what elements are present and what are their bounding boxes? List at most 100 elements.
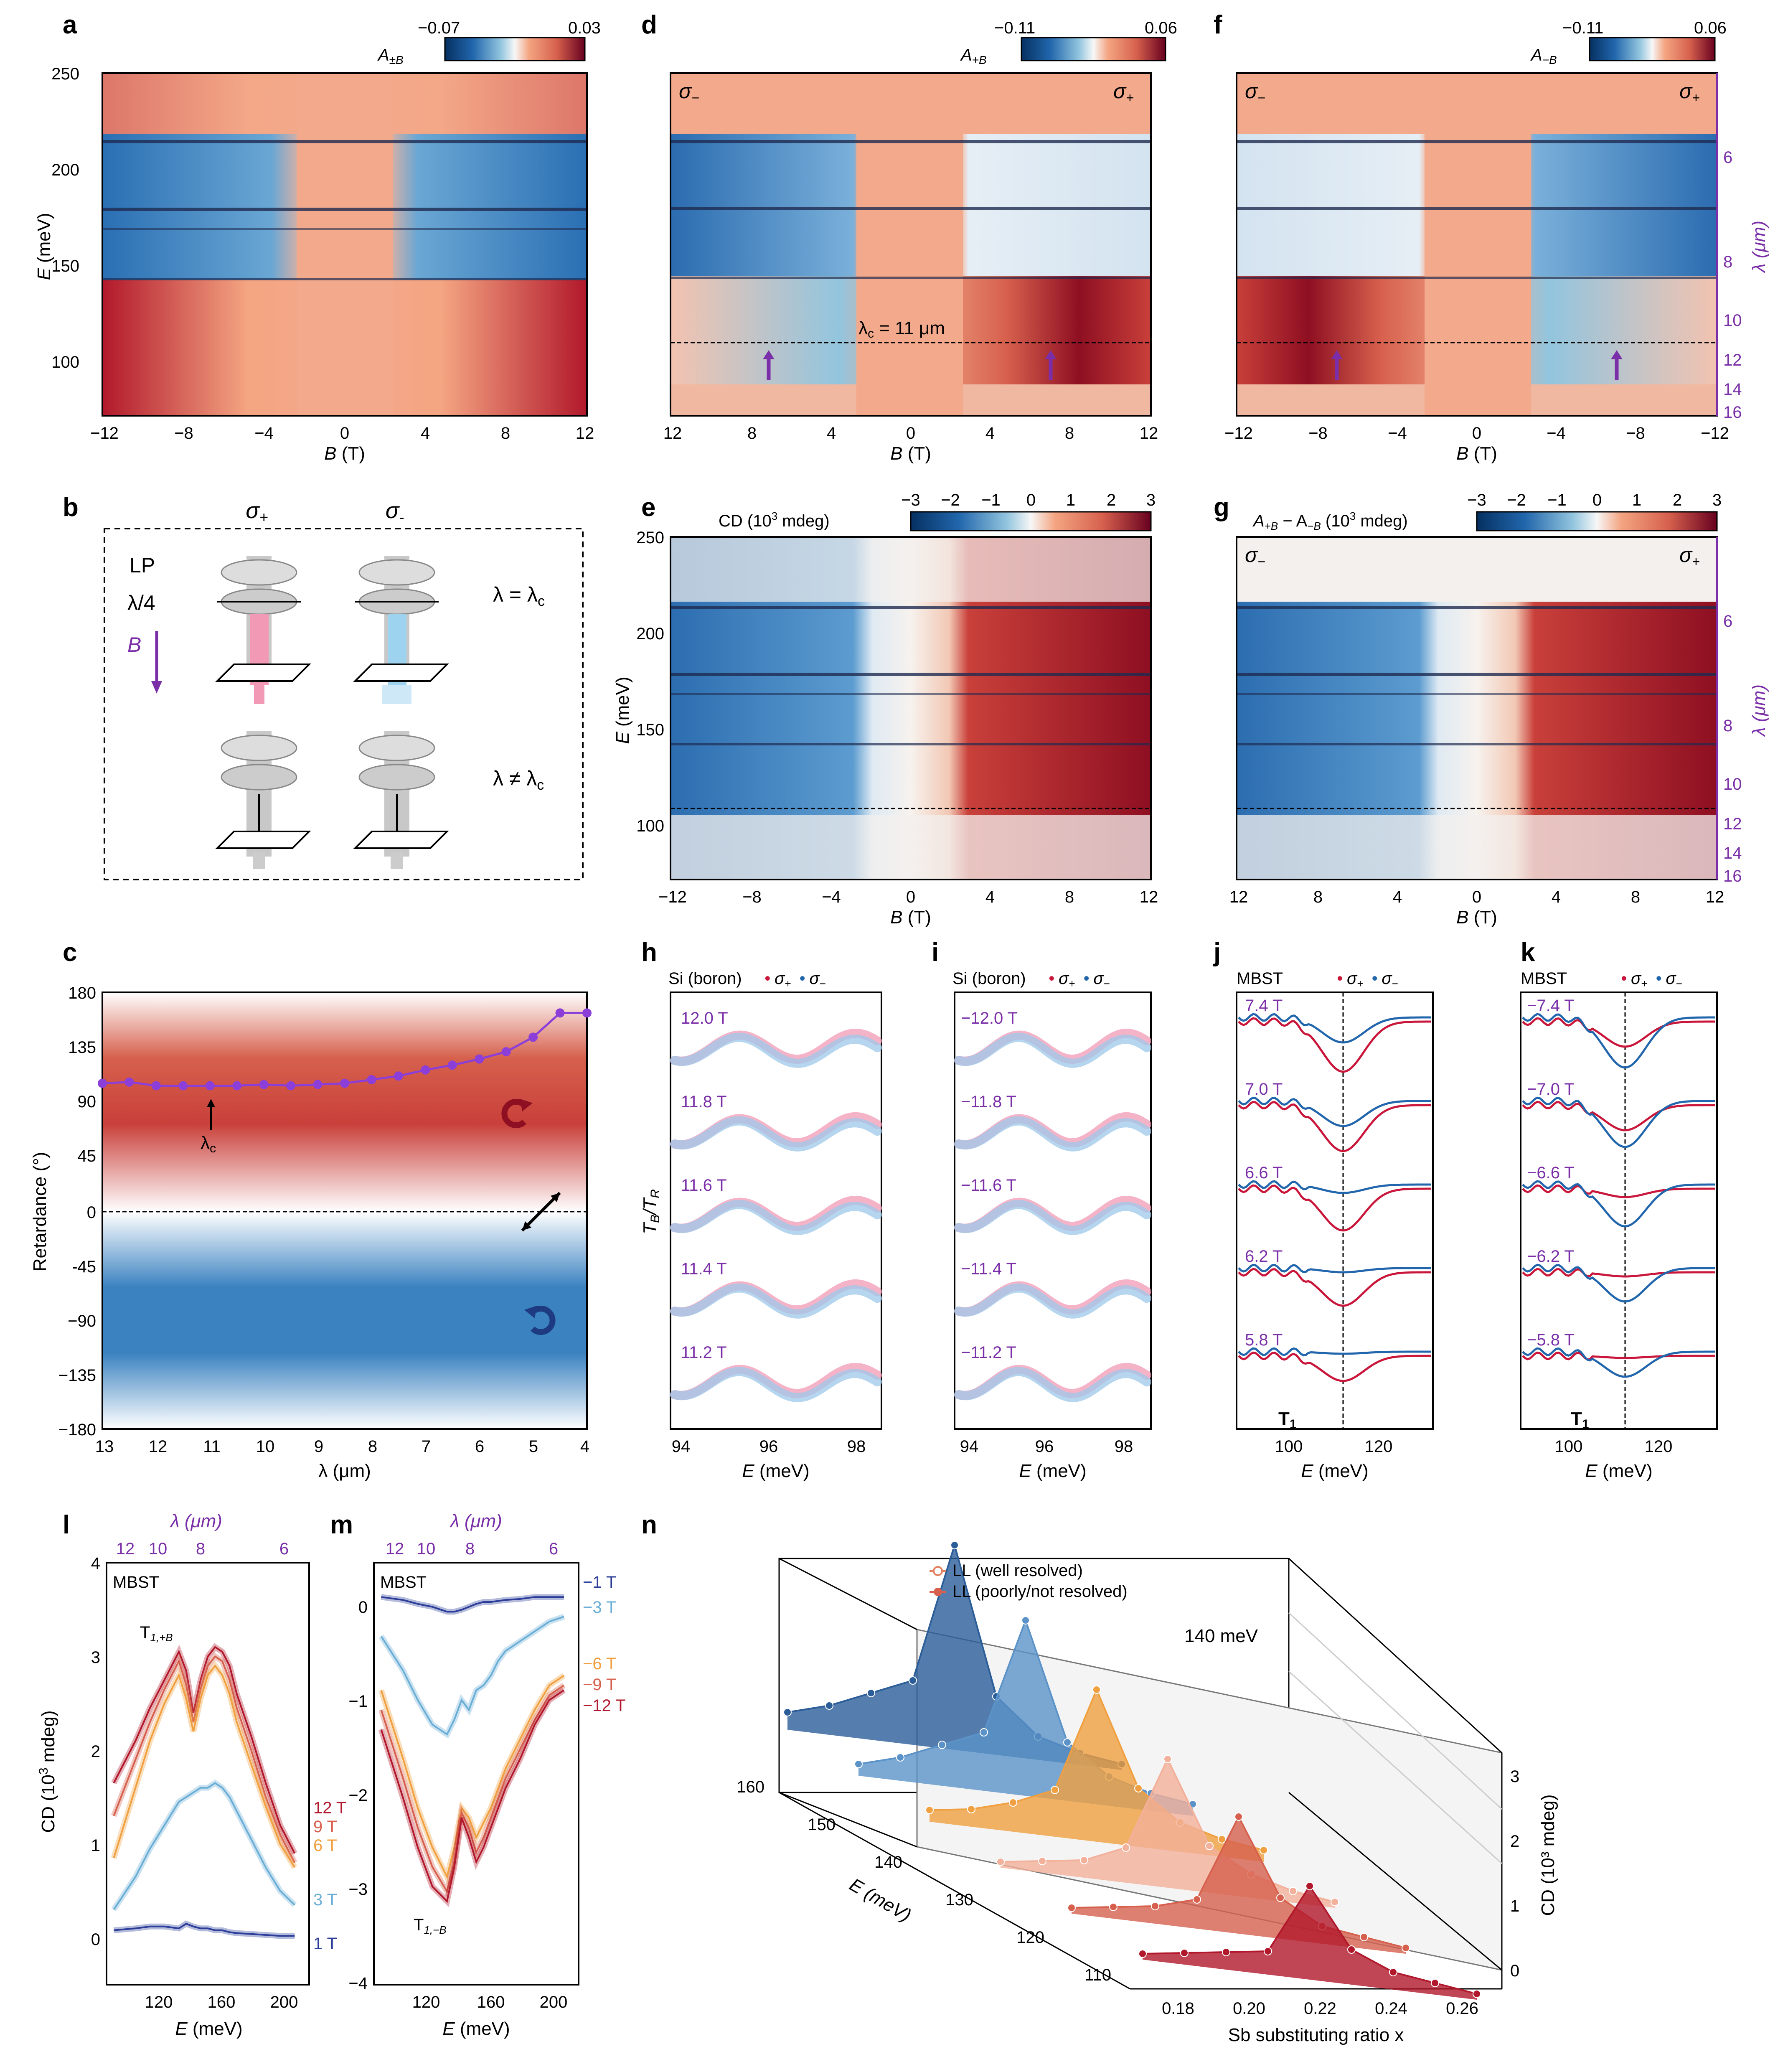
tick: 12 [576,424,594,442]
spectrum-area [1001,1759,1335,1908]
field-label: 7.0 T [1245,1080,1283,1098]
title-k: MBST [1521,969,1567,988]
tick: 10 [417,1540,436,1558]
spectrum-point [1067,1904,1076,1912]
sigma-plus-curve [1238,1017,1431,1073]
axis-c-y: 180 135 90 45 0 -45 −90 −135 −180 Retard… [30,984,96,1439]
field-label: 6.6 T [1245,1164,1283,1182]
tick: 120 [412,1993,440,2011]
axis-a-x: −12 −8 −4 0 4 8 12 B (T) [90,424,594,464]
tick: 12 [386,1540,404,1558]
tick: 8 [747,424,757,442]
lambda-c-arrow [207,1099,215,1130]
tick: 2 [91,1742,100,1761]
tick: −2 [941,491,960,509]
tick: 150 [808,1815,836,1834]
sigma-minus-d: σ− [679,79,699,105]
legend-item: 1 T [313,1935,337,1953]
qw-label: λ/4 [127,591,155,615]
spectrum-area [1072,1817,1406,1954]
xlabel-h: E (meV) [742,1461,809,1481]
spectrum-point [909,1676,917,1685]
tick: 4 [580,1437,589,1456]
tick: 13 [95,1437,114,1456]
xlabel-i: E (meV) [1019,1461,1086,1481]
spectrum-area [787,1545,1122,1770]
sigma-plus-curve [1238,1351,1431,1382]
legend-i: • σ+ • σ− [1049,969,1110,990]
field-label: 11.6 T [681,1176,727,1195]
tick: 0.24 [1375,1999,1407,2018]
retardance-point [232,1081,242,1091]
tick: 200 [270,1993,298,2011]
field-label: −11.6 T [961,1176,1016,1195]
retardance-blue-band [102,1212,587,1429]
tick: 16 [1723,867,1742,885]
panel-letter-e: e [641,493,655,522]
axis-n-x: 0.18 0.20 0.22 0.24 0.26 Sb substituting… [1162,1999,1478,2045]
field-label: −6.6 T [1527,1164,1575,1182]
tick: 8 [501,424,510,442]
legend-item: LL (well resolved) [952,1561,1083,1580]
spectrum-point [1122,1843,1130,1852]
axis-f-x: −12 −8 −4 0 −4 −8 −12 B (T) [1224,424,1729,464]
field-label: −7.0 T [1527,1080,1575,1098]
legend-j: • σ+ • σ− [1337,969,1398,990]
legend-item: −6 T [583,1655,616,1673]
tick: 4 [421,424,430,442]
n-series [783,1541,1481,2000]
panel-m: m λ (μm) 12 10 8 6 MBST T1,−B 0 −1 −2 −3… [330,1510,626,2039]
retardance-point [124,1077,134,1087]
optics-sigma-minus [353,556,449,704]
axis-g-x: 12 8 4 0 4 8 12 B (T) [1229,888,1725,928]
spectrum-point [1021,1616,1030,1625]
tick: 3 [91,1648,100,1667]
rotate-cw-icon [501,1099,533,1128]
tick: 2 [1673,491,1682,509]
optics-neq-1 [215,731,311,869]
panel-a: a −0.07 0.03 A±B 250 200 150 100 E (meV)… [34,10,601,464]
title-j: MBST [1237,969,1283,988]
tick: 12 [1140,888,1158,906]
tick: 14 [1723,844,1742,862]
axis-d-x: 12 8 4 0 4 8 12 B (T) [663,424,1158,464]
spectrum-point [996,1858,1005,1866]
spectrum-point [1134,1784,1143,1792]
arrow-down-icon [151,631,162,694]
retardance-point [475,1054,484,1064]
tick: 0 [1026,491,1036,509]
sigma-plus-d: σ+ [1113,79,1134,105]
series-band [113,1920,295,1939]
tick: −8 [1626,424,1645,442]
axis-e-x: −12 −8 −4 0 4 8 12 B (T) [658,888,1158,928]
spectrum-point [1276,1894,1285,1902]
xlabel-l: E (meV) [175,2019,242,2039]
tick: 1 [1632,491,1641,509]
tick: 10 [149,1540,168,1558]
tick: −12 [658,888,687,906]
tick: −12 [1224,424,1253,442]
ylabel-h: TB/TR [640,1189,662,1234]
tick: 8 [1723,253,1732,271]
tick: 1 [91,1836,100,1855]
sigma-minus-f: σ− [1245,79,1265,105]
tick: 9 [314,1437,323,1456]
spectrum-point [1389,1968,1397,1976]
xlabel-a: B (T) [324,443,365,464]
ylabel-e: E (meV) [612,676,633,744]
ylabel-l: CD (103 mdeg) [37,1710,58,1833]
title-m: MBST [380,1573,427,1591]
tick: 110 [1084,1966,1111,1984]
tick: 0 [358,1598,368,1617]
tick: 12 [1723,815,1742,833]
curves-i [954,1029,1151,1402]
tick: 0 [91,1930,100,1949]
legend-item: LL (poorly/not resolved) [952,1582,1128,1601]
cbar-a-max: 0.03 [568,19,601,37]
xlabel-m: E (meV) [442,2019,510,2039]
panel-letter-m: m [330,1510,353,1539]
tick: 6 [1723,148,1732,167]
sigma-minus-curve [954,1200,1151,1235]
series-line [380,1675,565,1879]
tick: 10 [1723,311,1742,330]
